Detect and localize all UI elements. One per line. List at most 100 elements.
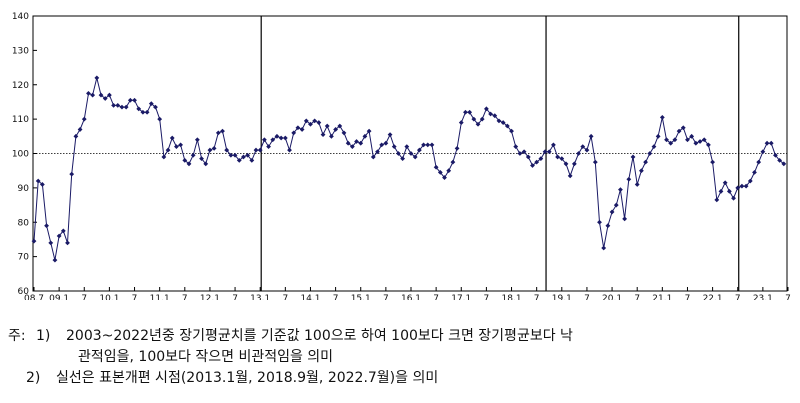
data-point — [580, 144, 586, 150]
data-point — [291, 130, 297, 136]
data-point — [714, 197, 720, 203]
data-point — [362, 133, 368, 139]
y-tick-label: 110 — [12, 115, 29, 125]
data-point — [743, 183, 749, 189]
chart-area: 60 70 80 90 100 110 120 130 140 08.7 09.1 7 10.1 7 11… — [12, 12, 791, 300]
data-point — [144, 109, 150, 115]
x-tick-label: 17.1 — [451, 294, 471, 300]
x-tick-label: 7 — [685, 294, 691, 300]
x-tick-label: 7 — [584, 294, 590, 300]
x-tick-label: 13.1 — [250, 294, 270, 300]
x-tick-label: 18.1 — [502, 294, 522, 300]
data-point — [781, 161, 787, 167]
data-point — [257, 147, 263, 153]
data-point — [98, 92, 104, 98]
data-point — [245, 152, 251, 158]
data-point — [178, 142, 184, 148]
data-point — [726, 188, 732, 194]
data-point — [618, 187, 623, 192]
data-point — [308, 121, 313, 127]
data-point — [651, 144, 657, 150]
x-tick-label: 19.1 — [552, 294, 572, 300]
data-point — [203, 161, 209, 167]
x-tick-label: 10.1 — [99, 294, 119, 300]
y-tick-label: 130 — [12, 46, 29, 56]
data-point — [706, 142, 711, 148]
y-axis: 60 70 80 90 100 110 120 130 140 — [12, 12, 37, 297]
data-point — [329, 133, 334, 139]
data-point — [299, 127, 305, 132]
data-point — [44, 223, 49, 229]
data-point — [136, 106, 142, 112]
data-point — [337, 123, 343, 129]
x-tick-label: 23.1 — [753, 294, 773, 300]
x-tick-label: 7 — [383, 294, 389, 300]
data-point — [513, 144, 519, 150]
data-point — [102, 96, 108, 101]
data-point — [471, 116, 477, 122]
data-point — [722, 180, 728, 186]
data-point — [454, 145, 460, 151]
data-point — [396, 151, 401, 156]
data-point — [404, 144, 410, 150]
y-tick-label: 80 — [18, 218, 30, 228]
data-point — [52, 257, 58, 263]
data-point — [764, 140, 770, 146]
x-tick-label: 7 — [484, 294, 490, 300]
data-point — [77, 127, 83, 132]
data-point — [429, 142, 435, 148]
footnotes: 주: 1) 2003~2022년중 장기평균치를 기준값 100으로 하여 10… — [8, 326, 794, 389]
x-tick-label: 7 — [81, 294, 87, 300]
data-point — [199, 156, 204, 162]
x-tick-label: 7 — [333, 294, 339, 300]
data-point — [521, 149, 527, 155]
data-point — [207, 147, 213, 153]
data-point — [458, 120, 464, 125]
data-point — [278, 135, 284, 141]
data-point — [433, 164, 439, 170]
x-tick-label: 7 — [785, 294, 791, 300]
data-point — [756, 159, 762, 165]
data-point — [312, 118, 318, 124]
data-point — [647, 151, 653, 156]
data-point — [492, 113, 498, 119]
x-tick-label: 7 — [735, 294, 741, 300]
x-tick-label: 15.1 — [351, 294, 371, 300]
data-point — [563, 161, 569, 167]
data-point — [408, 151, 414, 156]
data-point — [475, 121, 481, 127]
x-tick-label: 7 — [433, 294, 439, 300]
data-point — [182, 157, 188, 163]
data-point — [467, 109, 473, 115]
data-point — [718, 188, 724, 194]
data-point — [571, 161, 577, 167]
note-2-line-1: 실선은 표본개편 시점(2013.1월, 2018.9월, 2022.7월)을 … — [56, 370, 439, 386]
data-point — [241, 154, 246, 160]
x-tick-label: 22.1 — [703, 294, 723, 300]
data-point — [165, 147, 171, 153]
note-1: 주: 1) 2003~2022년중 장기평균치를 기준값 100으로 하여 10… — [8, 326, 794, 347]
data-point — [215, 130, 221, 136]
data-point — [320, 132, 326, 137]
x-tick-label: 7 — [282, 294, 288, 300]
data-point — [747, 178, 753, 184]
data-point — [496, 118, 502, 124]
data-point — [710, 159, 715, 165]
data-point — [630, 154, 636, 160]
data-point — [274, 133, 280, 139]
data-point — [680, 125, 686, 131]
data-point — [31, 238, 37, 244]
data-point — [157, 116, 163, 122]
data-point — [446, 168, 452, 174]
data-point — [236, 157, 242, 163]
data-point — [140, 109, 146, 115]
data-point — [119, 104, 125, 110]
note-1-line-1: 2003~2022년중 장기평균치를 기준값 100으로 하여 100보다 크면… — [66, 328, 573, 344]
data-point — [345, 140, 351, 146]
data-point — [676, 128, 682, 134]
data-point — [685, 137, 690, 143]
data-point — [701, 137, 707, 143]
data-point — [174, 144, 179, 150]
data-point — [534, 159, 540, 165]
data-point — [94, 75, 100, 81]
